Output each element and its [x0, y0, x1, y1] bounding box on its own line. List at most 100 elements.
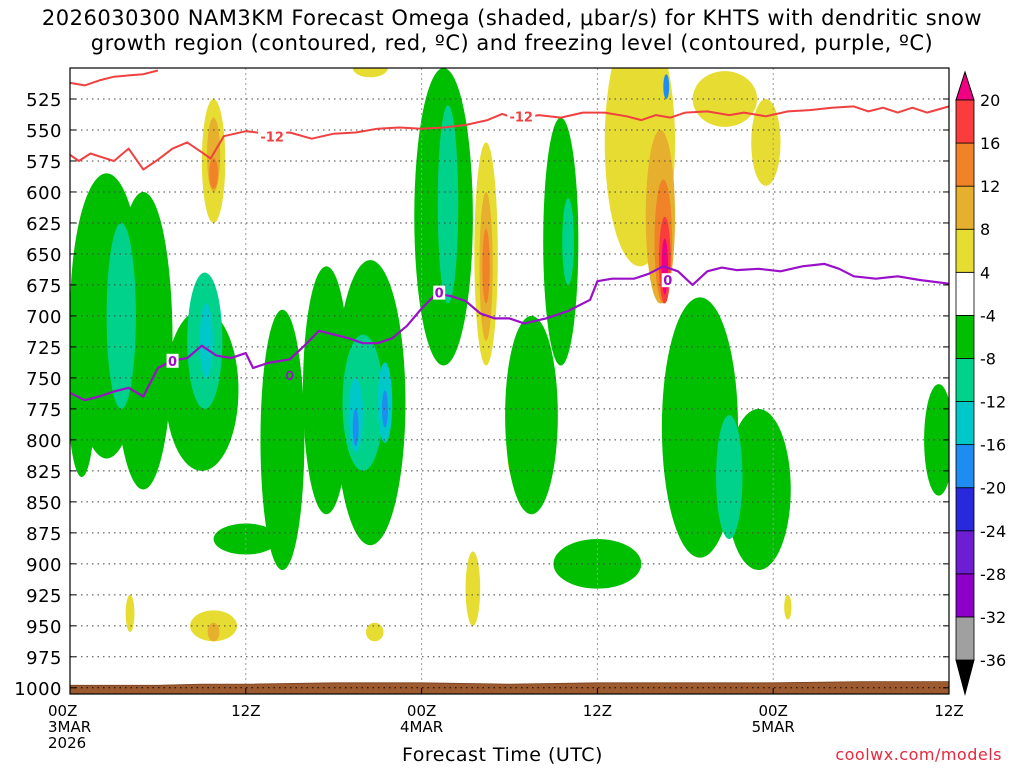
- colorbar-band: [955, 530, 975, 575]
- colorbar-band: [955, 185, 975, 230]
- colorbar-band: [955, 142, 975, 187]
- freezing-level-label-bg: [166, 353, 179, 368]
- omega-region: [437, 105, 459, 304]
- omega-region: [482, 229, 490, 304]
- x-tick-label: 4MAR: [400, 718, 443, 736]
- colorbar-legend: -36 -32 -28 -24 -20 -16 -12 -8 -4 4 8 12 16 20: [955, 70, 1006, 696]
- colorbar-level-label: 4: [980, 263, 990, 282]
- colorbar-level-label: -32: [980, 608, 1006, 627]
- credit-link[interactable]: coolwx.com/models: [835, 745, 1002, 764]
- x-tick-label: 12Z: [583, 702, 612, 720]
- colorbar-band: [955, 228, 975, 273]
- colorbar-level-label: -28: [980, 565, 1006, 584]
- colorbar-band: [955, 99, 975, 144]
- y-tick-label: 550: [26, 121, 62, 142]
- omega-region: [663, 74, 670, 99]
- omega-region: [784, 594, 792, 620]
- dendritic-contour-label-bg: [258, 129, 287, 144]
- omega-shading: [70, 68, 949, 642]
- y-tick-label: 625: [26, 214, 62, 235]
- omega-region: [716, 415, 743, 540]
- colorbar-band: [955, 271, 975, 316]
- colorbar-band: [955, 401, 975, 446]
- freezing-level-contour-line: [70, 262, 949, 402]
- chart-title-line2: growth region (contoured, red, ºC) and f…: [90, 31, 934, 55]
- omega-region: [70, 278, 97, 478]
- colorbar-bottom-triangle: [955, 659, 975, 696]
- dendritic-contour-label-bg: [507, 109, 536, 124]
- omega-region: [562, 198, 574, 285]
- y-tick-label: 675: [26, 276, 62, 297]
- freezing-level-label: 0: [435, 287, 444, 302]
- omega-region: [342, 334, 384, 471]
- x-tick-label: 12Z: [231, 702, 260, 720]
- omega-region: [726, 408, 791, 571]
- x-tick-label: 00Z: [48, 702, 77, 720]
- colorbar-level-label: 12: [980, 177, 1000, 196]
- y-tick-label: 575: [26, 152, 62, 173]
- dendritic-contour-line: [70, 105, 949, 171]
- y-axis-ticks: 525 550 575 600 625 650 675 700 725 750 775 800 825 8…: [14, 90, 949, 700]
- y-tick-label: 600: [26, 183, 62, 204]
- dendritic-contour-upper-line: [70, 69, 159, 87]
- omega-region: [751, 98, 781, 186]
- x-tick-label: 2026: [48, 734, 86, 752]
- x-tick-label: 12Z: [934, 702, 963, 720]
- colorbar-level-label: -24: [980, 522, 1006, 541]
- omega-region: [505, 315, 558, 515]
- omega-region: [352, 68, 388, 78]
- y-tick-label: 900: [26, 555, 62, 576]
- colorbar-level-label: 8: [980, 220, 990, 239]
- plot-frame: [69, 67, 950, 695]
- colorbar-band: [955, 616, 975, 661]
- colorbar-band: [955, 358, 975, 402]
- omega-region: [924, 384, 949, 496]
- y-tick-label: 850: [26, 493, 62, 514]
- x-tick-label: 3MAR: [48, 718, 91, 736]
- y-tick-label: 775: [26, 400, 62, 421]
- y-tick-label: 950: [26, 617, 62, 638]
- y-tick-label: 700: [26, 307, 62, 328]
- freezing-level-label: 0: [168, 355, 177, 370]
- colorbar-level-label: -8: [980, 349, 996, 368]
- x-tick-label: 00Z: [759, 702, 788, 720]
- terrain-surface: [70, 681, 949, 694]
- colorbar-level-label: 16: [980, 134, 1000, 153]
- contour-lines: -12 -12 0 0 0: [70, 69, 949, 402]
- freezing-level-label-bg: [433, 285, 446, 300]
- omega-region: [106, 222, 136, 409]
- colorbar-top-triangle: [955, 70, 975, 101]
- freezing-level-closed-contour: [285, 370, 294, 381]
- grid-lines: [69, 68, 950, 694]
- y-tick-label: 925: [26, 586, 62, 607]
- colorbar-band: [955, 314, 975, 359]
- x-axis-label: Forecast Time (UTC): [402, 744, 603, 766]
- colorbar-band: [955, 573, 975, 618]
- dendritic-contour-label: -12: [260, 130, 284, 145]
- y-tick-label: 800: [26, 431, 62, 452]
- freezing-level-label-bg: [661, 273, 674, 288]
- terrain-polygon: [70, 681, 949, 694]
- omega-region: [209, 157, 218, 189]
- omega-region: [125, 594, 135, 633]
- dendritic-contour-label: -12: [509, 111, 533, 126]
- colorbar-level-label: -12: [980, 393, 1006, 412]
- colorbar-band: [955, 487, 975, 532]
- omega-region: [365, 622, 384, 642]
- y-tick-label: 725: [26, 338, 62, 359]
- freezing-level-label: 0: [663, 274, 672, 289]
- x-tick-label: 00Z: [407, 702, 436, 720]
- colorbar-level-label: -20: [980, 479, 1006, 498]
- omega-region: [199, 303, 213, 378]
- colorbar-level-label: 20: [980, 91, 1000, 110]
- y-tick-label: 975: [26, 648, 62, 669]
- omega-region: [352, 408, 359, 447]
- y-tick-label: 875: [26, 524, 62, 545]
- colorbar-level-label: -4: [980, 306, 996, 325]
- colorbar-band: [955, 444, 975, 489]
- x-tick-label: 5MAR: [752, 718, 795, 736]
- y-tick-label: 525: [26, 90, 62, 111]
- y-tick-label: 1000: [14, 679, 62, 700]
